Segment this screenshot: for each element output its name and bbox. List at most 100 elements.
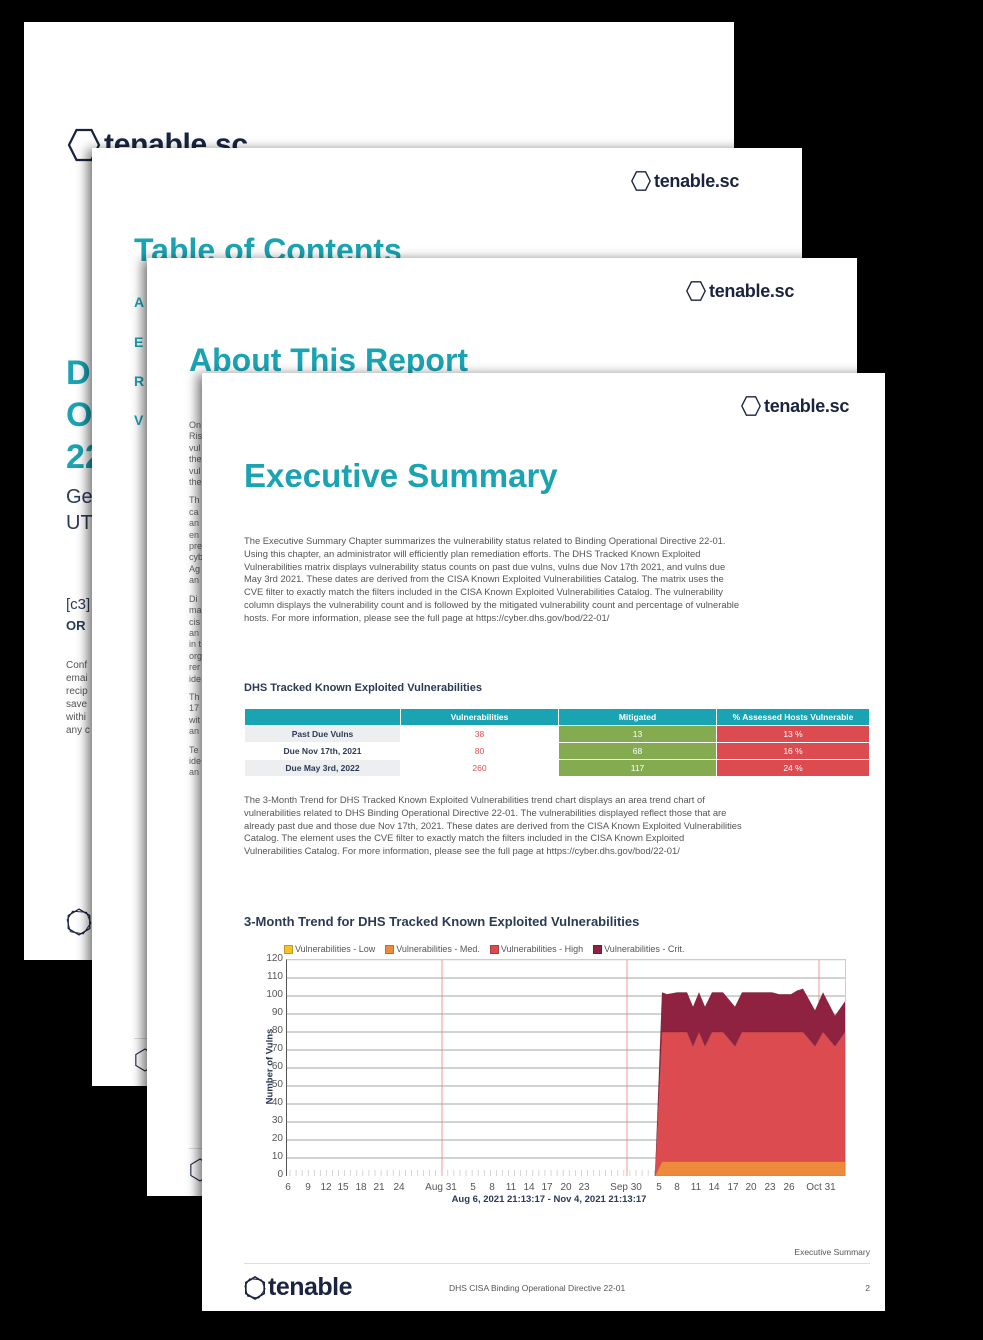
- toc-item[interactable]: E: [134, 334, 144, 350]
- x-tick-label: 11: [505, 1182, 517, 1193]
- plot-area: [286, 959, 846, 1177]
- y-tick-label: 110: [267, 971, 283, 982]
- row-label: Past Due Vulns: [244, 725, 401, 743]
- tenable-logo-icon: [244, 1275, 266, 1300]
- exec-logo-text: tenable.sc: [764, 395, 850, 416]
- about-line: ca: [189, 506, 199, 517]
- legend-label: Vulnerabilities - Low: [295, 944, 376, 954]
- table-row: Past Due Vulns 38 13 13 %: [244, 725, 870, 743]
- about-line: Te: [189, 744, 199, 755]
- about-line: an: [189, 627, 200, 638]
- about-line: vul: [189, 442, 201, 453]
- pct-cell[interactable]: 16 %: [716, 742, 870, 760]
- y-tick-label: 10: [271, 1151, 283, 1162]
- cover-c3: [c3]: [66, 596, 91, 613]
- mitigated-cell[interactable]: 13: [558, 725, 717, 743]
- hexagon-logo-icon: [67, 128, 101, 162]
- table-row: Due Nov 17th, 2021 80 68 16 %: [244, 742, 870, 760]
- x-tick-label: 15: [337, 1182, 349, 1193]
- x-tick-label: 14: [523, 1182, 535, 1193]
- hexagon-logo-icon: [631, 171, 651, 191]
- y-tick-label: 100: [266, 989, 283, 1000]
- chart-legend: Vulnerabilities - Low Vulnerabilities - …: [284, 944, 685, 955]
- about-line: ma: [189, 605, 202, 616]
- legend-label: Vulnerabilities - High: [500, 944, 584, 954]
- about-paragraph: Te ide an: [189, 745, 809, 779]
- conf-line: Conf: [66, 660, 88, 671]
- about-line: pre: [189, 541, 203, 552]
- vulns-cell[interactable]: 80: [400, 742, 559, 760]
- chart-title: 3-Month Trend for DHS Tracked Known Expl…: [244, 914, 640, 929]
- about-line: wit: [189, 714, 200, 725]
- hexagon-logo-icon: [66, 908, 92, 936]
- footer-logo: tenable: [244, 1273, 353, 1302]
- about-line: the: [189, 454, 202, 465]
- legend-item-crit[interactable]: Vulnerabilities - Crit.: [593, 944, 685, 955]
- x-axis-label: Aug 6, 2021 21:13:17 - Nov 4, 2021 21:13…: [451, 1194, 647, 1205]
- legend-item-high[interactable]: Vulnerabilities - High: [489, 944, 584, 955]
- about-line: ide: [189, 755, 202, 766]
- matrix-header: % Assessed Hosts Vulnerable: [716, 708, 870, 726]
- cover-subtitle: Ge UT: [66, 484, 93, 536]
- x-tick-label: 14: [708, 1182, 720, 1193]
- y-tick-label: 70: [271, 1043, 283, 1054]
- conf-line: any c: [66, 725, 90, 736]
- x-tick-label: 23: [764, 1182, 776, 1193]
- x-tick-label: 12: [320, 1182, 332, 1193]
- about-line: Ag: [189, 563, 201, 574]
- legend-item-low[interactable]: Vulnerabilities - Low: [284, 944, 376, 955]
- legend-label: Vulnerabilities - Crit.: [604, 944, 685, 954]
- x-tick-label: 21: [373, 1182, 385, 1193]
- y-tick-label: 80: [271, 1025, 283, 1036]
- toc-item[interactable]: A: [134, 294, 145, 310]
- about-line: Th: [189, 495, 200, 506]
- x-tick-label: 6: [285, 1182, 291, 1193]
- footer-divider: [244, 1263, 870, 1264]
- cover-subtitle-line: Ge: [66, 486, 93, 508]
- mitigated-cell[interactable]: 117: [558, 759, 717, 777]
- vulns-cell[interactable]: 38: [400, 725, 559, 743]
- x-tick-label: 5: [656, 1182, 662, 1193]
- x-tick-label: 17: [541, 1182, 553, 1193]
- executive-summary-page: tenable.sc Executive Summary The Executi…: [202, 373, 885, 1311]
- page-title: Executive Summary: [244, 457, 558, 494]
- matrix-title: DHS Tracked Known Exploited Vulnerabilit…: [244, 682, 482, 694]
- about-line: ide: [189, 673, 202, 684]
- mitigated-cell[interactable]: 68: [558, 742, 717, 760]
- pct-cell[interactable]: 13 %: [716, 725, 870, 743]
- matrix-header: [244, 708, 401, 726]
- x-tick-label: 26: [783, 1182, 795, 1193]
- vulns-cell[interactable]: 260: [400, 759, 559, 777]
- legend-label: Vulnerabilities - Med.: [396, 944, 480, 954]
- hexagon-logo-icon: [741, 396, 761, 416]
- x-tick-label: 24: [393, 1182, 405, 1193]
- x-tick-label: 9: [305, 1182, 311, 1193]
- about-paragraph: On Ris vul the vul the: [189, 420, 809, 488]
- footer-brand-text: tenable: [268, 1273, 353, 1301]
- hexagon-logo-icon: [686, 281, 706, 301]
- conf-line: withi: [66, 712, 87, 723]
- about-line: rer: [189, 662, 200, 673]
- confidential-notice: Conf emai recip save withi any c: [66, 659, 666, 737]
- x-tick-label: 23: [578, 1182, 590, 1193]
- table-row: Due May 3rd, 2022 260 117 24 %: [244, 759, 870, 777]
- about-line: cyb: [189, 552, 204, 563]
- y-tick-label: 30: [271, 1115, 283, 1126]
- about-line: org: [189, 650, 203, 661]
- x-tick-label: 11: [690, 1182, 702, 1193]
- about-line: Th: [189, 691, 200, 702]
- page-number: 2: [865, 1283, 870, 1293]
- toc-logo-text: tenable.sc: [654, 170, 740, 191]
- trend-paragraph: The 3-Month Trend for DHS Tracked Known …: [244, 794, 742, 857]
- toc-logo: tenable.sc: [630, 170, 739, 192]
- row-label: Due Nov 17th, 2021: [244, 742, 401, 760]
- about-title: About This Report: [189, 342, 469, 378]
- toc-item[interactable]: R: [134, 373, 145, 389]
- about-paragraph: Th 17 wit an: [189, 692, 809, 738]
- about-logo-text: tenable.sc: [709, 280, 795, 301]
- about-line: an: [189, 767, 200, 778]
- toc-item[interactable]: V: [134, 412, 144, 428]
- legend-item-med[interactable]: Vulnerabilities - Med.: [385, 944, 480, 955]
- footer-doc-title: DHS CISA Binding Operational Directive 2…: [449, 1283, 626, 1293]
- pct-cell[interactable]: 24 %: [716, 759, 870, 777]
